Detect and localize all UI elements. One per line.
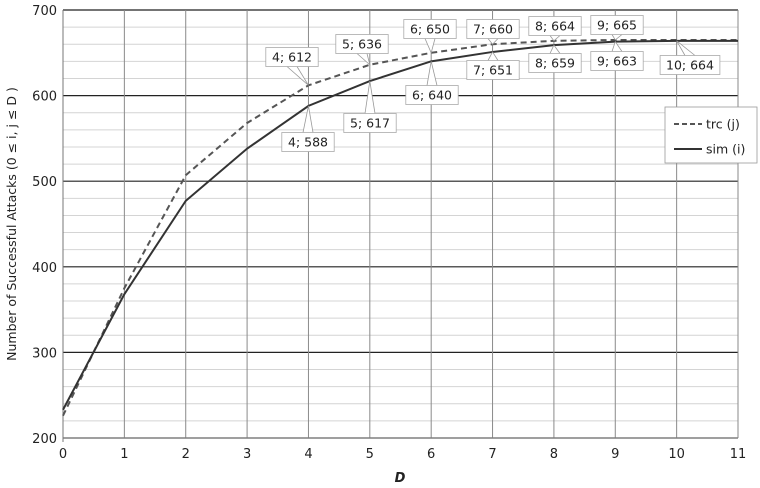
data-labels: 4; 612 5; 636 6; 650 7; 660 8; 664 9; 665 4; 5… — [265, 15, 721, 152]
legend-label: sim (i) — [706, 142, 745, 157]
y-tick-label: 600 — [32, 90, 57, 105]
data-label-box — [659, 55, 721, 75]
x-tick-label: 3 — [243, 447, 251, 462]
data-label: 6; 640 — [412, 88, 452, 103]
data-label-callout — [487, 38, 499, 45]
data-label-callout — [356, 53, 371, 66]
data-label-callout — [364, 80, 376, 114]
data-label-box — [403, 19, 457, 39]
data-label-callout — [549, 35, 561, 42]
data-label: 5; 636 — [342, 37, 382, 52]
x-tick-label: 2 — [182, 447, 190, 462]
data-label-box — [590, 15, 644, 35]
x-tick-label: 1 — [120, 447, 128, 462]
data-label-box — [590, 51, 644, 71]
x-tick-label: 4 — [304, 447, 312, 462]
x-tick-label: 5 — [366, 447, 374, 462]
data-label: 10; 664 — [666, 58, 714, 73]
x-tick-label: 6 — [427, 447, 435, 462]
data-label-box — [528, 16, 582, 36]
y-tick-label: 700 — [32, 4, 57, 19]
data-label-box — [466, 60, 520, 80]
series-lines — [62, 38, 739, 417]
data-label-callout — [426, 61, 438, 86]
data-label-callout — [286, 66, 309, 86]
legend-box — [664, 106, 758, 164]
axes: 200 300 400 500 600 700 0 1 2 3 4 5 6 7 8 9 10 11 — [32, 4, 746, 462]
data-label: 6; 650 — [410, 22, 450, 37]
x-tick-label: 7 — [488, 447, 496, 462]
data-label: 8; 659 — [535, 56, 575, 71]
data-label: 8; 664 — [535, 19, 575, 34]
data-label-callout — [424, 38, 436, 55]
legend: trc (j) sim (i) — [664, 106, 758, 164]
data-label: 7; 651 — [473, 63, 513, 78]
y-tick-label: 200 — [32, 432, 57, 447]
data-label-box — [281, 132, 335, 152]
data-label-callout — [676, 40, 696, 56]
data-label-callout — [549, 44, 561, 54]
data-label-box — [335, 34, 389, 54]
x-tick-label: 0 — [59, 447, 67, 462]
grid — [62, 9, 739, 439]
x-tick-label: 10 — [668, 447, 685, 462]
x-tick-label: 9 — [611, 447, 619, 462]
y-axis-title: Number of Successful Attacks (0 ≤ i, j ≤… — [4, 87, 19, 361]
data-label: 7; 660 — [473, 22, 513, 37]
data-label-callout — [487, 51, 499, 61]
data-label: 5; 617 — [350, 116, 390, 131]
data-label-box — [405, 85, 459, 105]
data-label-callout — [611, 40, 623, 52]
y-tick-label: 400 — [32, 261, 57, 276]
data-label: 9; 663 — [597, 54, 637, 69]
data-label-callout — [302, 105, 314, 133]
x-axis-title: D — [395, 471, 406, 486]
y-tick-label: 300 — [32, 346, 57, 361]
data-label: 9; 665 — [597, 18, 637, 33]
data-label-box — [265, 47, 319, 67]
data-label-box — [466, 19, 520, 39]
data-label-callout — [611, 34, 623, 41]
series-line-sim — [62, 39, 738, 411]
y-tick-label: 500 — [32, 175, 57, 190]
data-label-box — [343, 113, 397, 133]
legend-label: trc (j) — [706, 117, 740, 132]
x-tick-label: 11 — [730, 447, 747, 462]
data-label: 4; 612 — [272, 50, 312, 65]
x-tick-label: 8 — [550, 447, 558, 462]
series-line-trc — [62, 38, 738, 417]
data-label: 4; 588 — [288, 135, 328, 150]
data-label-box — [528, 53, 582, 73]
